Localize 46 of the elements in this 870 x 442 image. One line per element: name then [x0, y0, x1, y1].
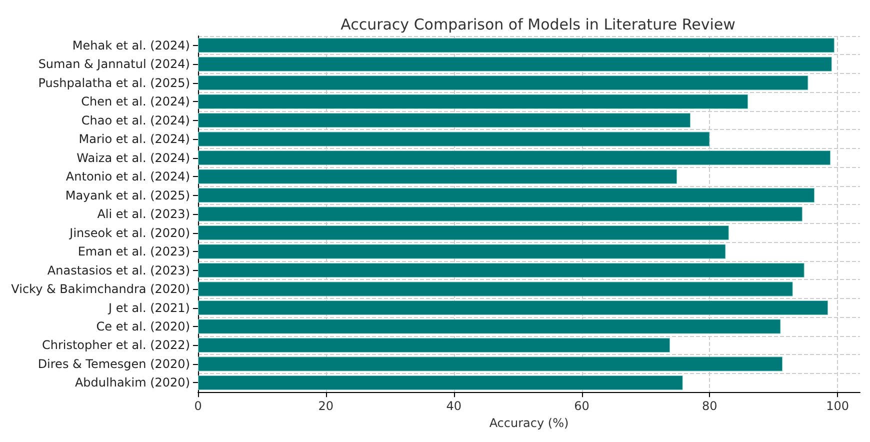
bar: [198, 38, 834, 53]
bar: [198, 282, 793, 296]
bar: [198, 76, 808, 90]
x-tick-label: 20: [318, 399, 334, 414]
bar: [198, 188, 815, 203]
y-tick-label: Suman & Jannatul (2024): [38, 57, 190, 72]
y-tick-label: Eman et al. (2023): [78, 244, 190, 259]
y-tick-label: Christopher et al. (2022): [42, 338, 190, 352]
x-tick-label: 80: [702, 399, 718, 414]
bar: [198, 375, 683, 390]
chart-title: Accuracy Comparison of Models in Literature Review: [340, 16, 736, 34]
x-tick-label: 60: [574, 399, 590, 414]
bar: [198, 169, 678, 184]
bar: [198, 225, 729, 240]
y-tick-label: Abdulhakim (2020): [74, 376, 190, 390]
y-tick-label: Ce et al. (2020): [96, 320, 190, 334]
bar: [198, 132, 710, 146]
bar: [198, 150, 831, 166]
bar: [198, 356, 783, 372]
y-tick-label: Waiza et al. (2024): [76, 150, 190, 165]
y-tick-label: Dires & Temesgen (2020): [38, 356, 190, 371]
y-tick-label: Pushpalatha et al. (2025): [38, 76, 190, 90]
bar: [198, 56, 832, 72]
bar: [198, 244, 726, 259]
y-tick-label: Chen et al. (2024): [81, 94, 190, 109]
bar: [198, 113, 690, 128]
y-tick-label: Anastasios et al. (2023): [47, 263, 190, 278]
y-tick-label: Mayank et al. (2025): [65, 188, 190, 202]
x-tick-label: 0: [194, 399, 202, 414]
y-tick-label: Mario et al. (2024): [78, 132, 190, 146]
y-tick-label: Jinseok et al. (2020): [68, 226, 190, 240]
bar: [198, 319, 781, 334]
y-tick-label: Mehak et al. (2024): [72, 38, 190, 52]
y-tick-label: Vicky & Bakimchandra (2020): [11, 282, 190, 296]
y-tick-label: J et al. (2021): [108, 300, 190, 315]
x-tick-label: 100: [826, 399, 850, 414]
y-tick-label: Ali et al. (2023): [97, 207, 190, 222]
y-tick-label: Chao et al. (2024): [81, 113, 190, 128]
bar: [198, 206, 802, 222]
bar: [198, 300, 828, 316]
x-axis-title: Accuracy (%): [489, 416, 569, 430]
x-tick-label: 40: [446, 399, 462, 414]
bar: [198, 262, 804, 278]
bar: [198, 338, 670, 353]
bar: [198, 94, 748, 109]
y-tick-label: Antonio et al. (2024): [66, 170, 190, 184]
